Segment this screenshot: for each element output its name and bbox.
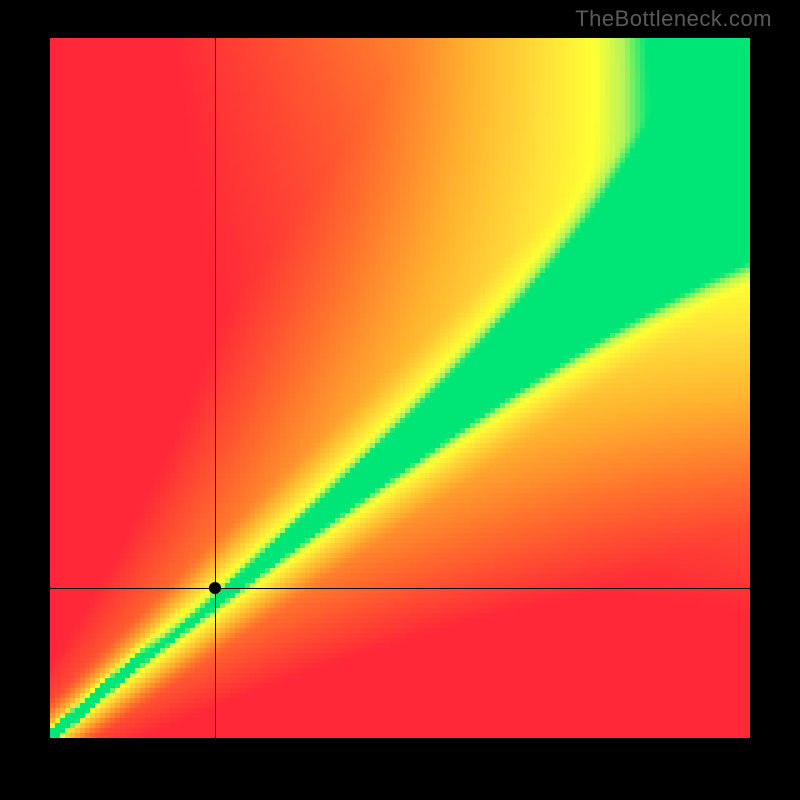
heatmap-canvas: [50, 38, 750, 738]
crosshair-vertical: [215, 38, 216, 738]
crosshair-horizontal: [50, 588, 750, 589]
plot-area: [50, 38, 750, 738]
watermark-text: TheBottleneck.com: [575, 6, 772, 32]
crosshair-marker: [209, 582, 221, 594]
